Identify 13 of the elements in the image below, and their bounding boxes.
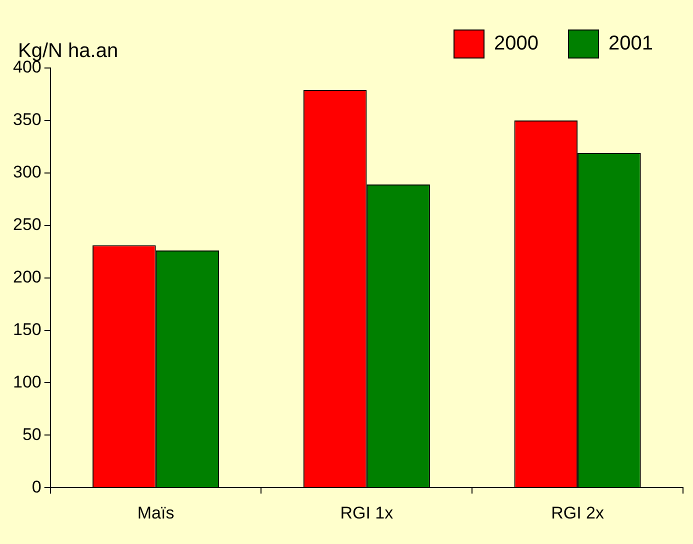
legend-label: 2001: [608, 32, 654, 55]
y-tick-label: 0: [32, 477, 42, 496]
y-tick-label: 100: [12, 372, 42, 392]
y-tick-label: 300: [12, 162, 42, 182]
y-tick-label: 50: [22, 424, 42, 444]
y-tick-label: 200: [12, 267, 42, 286]
x-tick-label: RGI 2x: [551, 503, 605, 522]
y-tick-label: 150: [12, 320, 42, 339]
y-tick-label: 250: [12, 215, 42, 234]
y-tick-label: 350: [12, 110, 42, 130]
x-tick-label: RGI 1x: [340, 503, 394, 522]
legend-label: 2000: [494, 32, 539, 55]
x-tick-label: Maïs: [137, 503, 174, 522]
